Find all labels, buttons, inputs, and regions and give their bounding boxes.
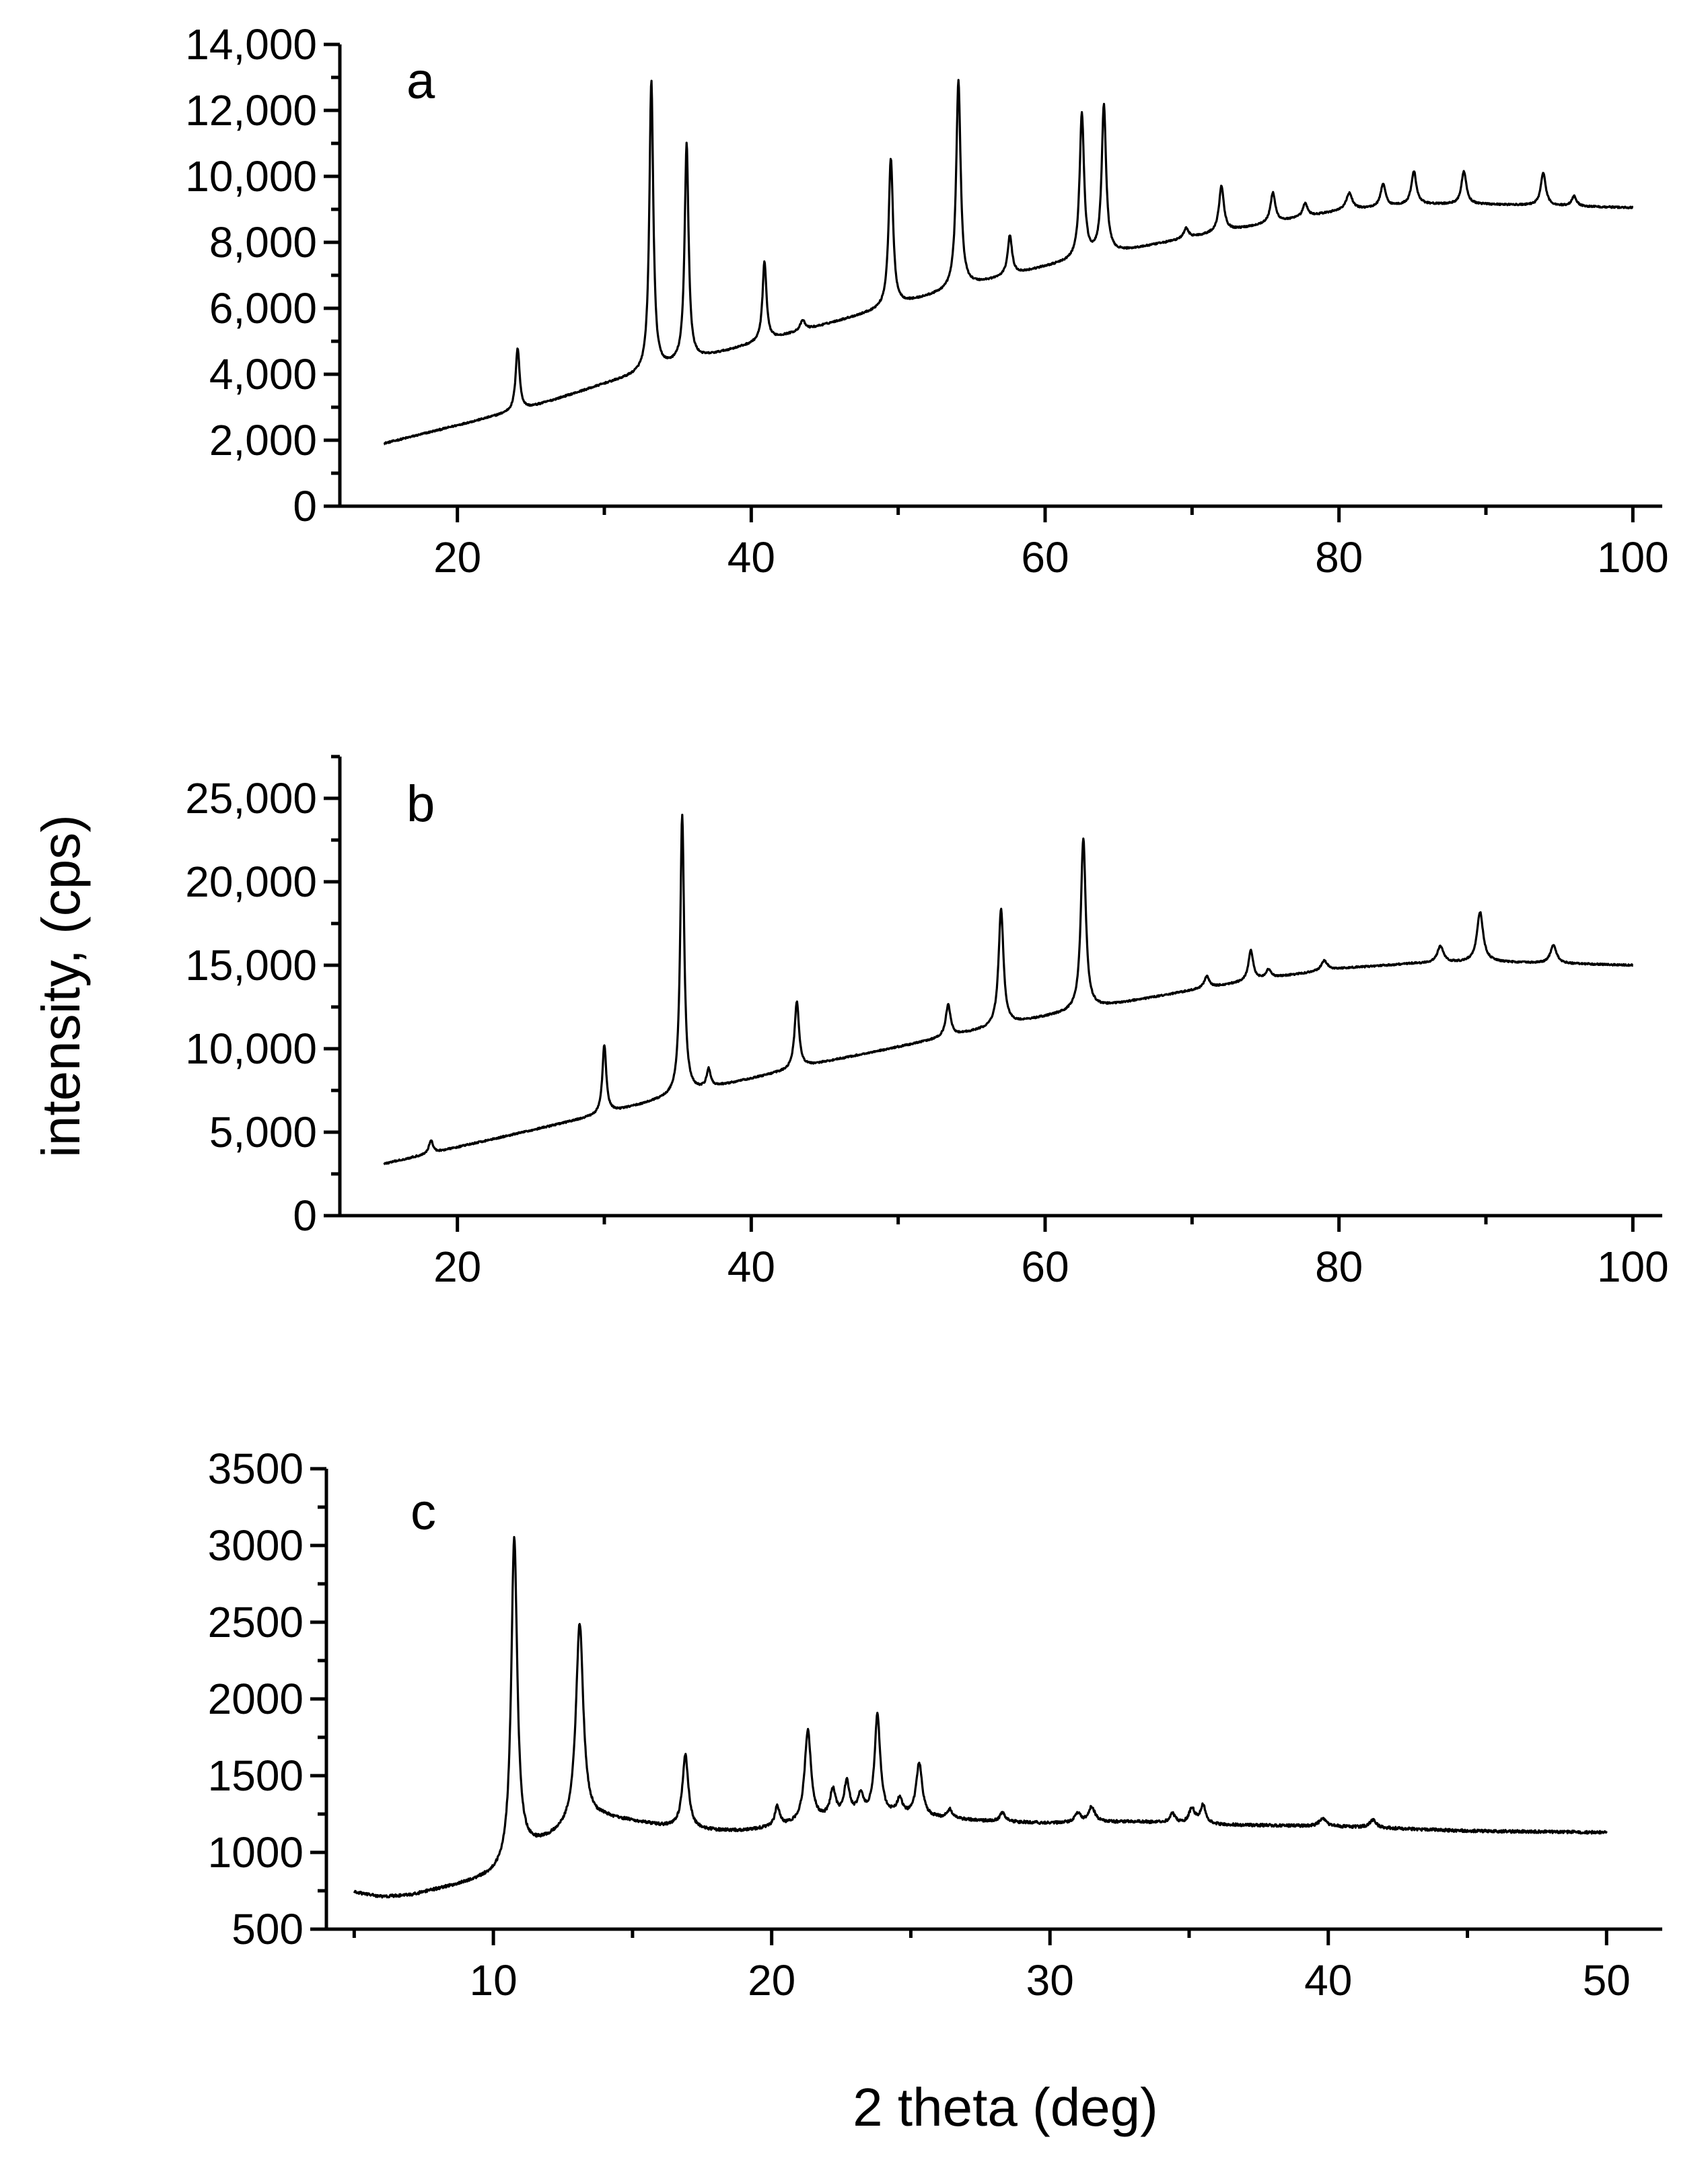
panel-b-axes: 20 40 60 80 100 0 5,000 10,000 15,000 20,000 25,00… <box>185 755 1669 1291</box>
panel-c: 10 20 30 40 50 500 1000 1500 2000 2500 3000 3500 c <box>208 1445 1662 2005</box>
panel-a-y-tick-label: 14,000 <box>185 20 317 69</box>
panel-b-y-tick-label: 10,000 <box>185 1024 317 1073</box>
panel-b-y-tick-label: 15,000 <box>185 941 317 989</box>
panel-b-x-tick-label: 40 <box>727 1243 775 1291</box>
panel-c-series-line <box>353 1535 1608 1899</box>
panel-a-y-tick-label: 4,000 <box>209 350 317 398</box>
panel-b-y-tick-label: 5,000 <box>209 1108 317 1156</box>
panel-c-y-tick-label: 500 <box>232 1905 304 1953</box>
panel-c-x-tick-label: 30 <box>1026 1956 1074 2005</box>
panel-c-y-tick-label: 2500 <box>208 1598 304 1646</box>
panel-b-series-line <box>383 813 1634 1166</box>
panel-a-x-tick-label: 80 <box>1315 533 1363 582</box>
panel-a-x-tick-label: 60 <box>1021 533 1069 582</box>
panel-a-y-tick-label: 2,000 <box>209 416 317 464</box>
panel-a-x-tick-label: 20 <box>433 533 481 582</box>
panel-c-x-tick-label: 20 <box>748 1956 795 2005</box>
panel-a-series-line <box>383 79 1634 446</box>
panel-c-y-tick-label: 1500 <box>208 1751 304 1800</box>
panel-a-y-tick-label: 12,000 <box>185 86 317 135</box>
panel-c-x-tick-label: 50 <box>1583 1956 1631 2005</box>
panel-b-x-tick-label: 60 <box>1021 1243 1069 1291</box>
panel-a: 20 40 60 80 100 0 2,000 4,000 6,000 8,000 10,000 12… <box>185 20 1668 582</box>
panel-c-x-tick-label: 40 <box>1304 1956 1352 2005</box>
panel-b-y-tick-label: 0 <box>293 1191 317 1240</box>
panel-a-y-tick-label: 6,000 <box>209 284 317 333</box>
panel-b-x-tick-label: 20 <box>433 1243 481 1291</box>
panel-c-x-tick-label: 10 <box>470 1956 518 2005</box>
panel-a-letter: a <box>406 53 435 110</box>
panel-c-letter: c <box>411 1484 436 1541</box>
panel-b-letter: b <box>406 775 435 833</box>
panel-c-y-tick-label: 1000 <box>208 1828 304 1877</box>
x-axis-title: 2 theta (deg) <box>853 2077 1158 2137</box>
panel-a-y-tick-label: 8,000 <box>209 218 317 267</box>
panel-b-x-tick-label: 80 <box>1315 1243 1363 1291</box>
panel-c-y-tick-label: 3500 <box>208 1445 304 1493</box>
panel-a-x-tick-label: 100 <box>1597 533 1669 582</box>
panel-b-x-tick-label: 100 <box>1597 1243 1669 1291</box>
panel-a-axes: 20 40 60 80 100 0 2,000 4,000 6,000 8,000 10,000 12… <box>185 20 1668 582</box>
panel-c-y-tick-label: 2000 <box>208 1675 304 1723</box>
panel-a-x-tick-label: 40 <box>727 533 775 582</box>
panel-b-y-tick-label: 25,000 <box>185 774 317 823</box>
panel-a-y-tick-label: 0 <box>293 482 317 530</box>
panel-c-y-tick-label: 3000 <box>208 1521 304 1570</box>
y-axis-title: intensity, (cps) <box>31 814 91 1158</box>
panel-b-y-tick-label: 20,000 <box>185 858 317 906</box>
panel-a-y-tick-label: 10,000 <box>185 152 317 201</box>
panel-b: 20 40 60 80 100 0 5,000 10,000 15,000 20,000 25,00… <box>185 755 1669 1291</box>
panel-c-axes: 10 20 30 40 50 500 1000 1500 2000 2500 3000 3500 <box>208 1445 1662 2005</box>
